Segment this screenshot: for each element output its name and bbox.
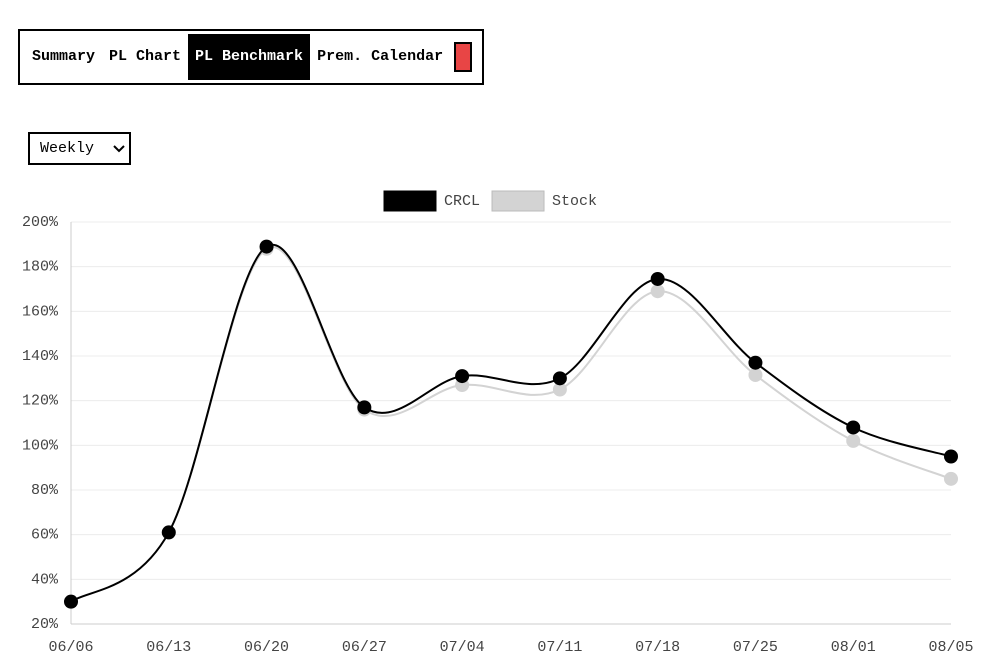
y-tick-label: 180% [22,259,59,276]
data-point [748,355,763,370]
data-point [748,367,763,382]
chevron [113,145,125,153]
y-tick-label: 100% [22,437,59,454]
legend-swatch[interactable] [491,190,545,212]
data-point [552,382,567,397]
x-tick-label: 08/01 [831,639,876,656]
x-tick-label: 07/11 [537,639,582,656]
x-tick-label: 06/27 [342,639,387,656]
x-tick-label: 07/25 [733,639,778,656]
close-button[interactable] [454,42,473,72]
tab[interactable]: Summary [32,48,96,65]
y-tick-label: 80% [31,482,59,499]
legend-label[interactable]: CRCL [444,193,480,210]
series-line [70,246,952,603]
series-line [70,243,952,603]
y-tick-label: 40% [31,571,59,588]
data-point [161,525,176,540]
y-tick-label: 200% [22,214,59,231]
x-tick-label: 06/20 [244,639,289,656]
data-point [64,594,78,609]
tab[interactable]: PL Benchmark [188,34,311,80]
y-tick-label: 120% [22,393,59,410]
legend-swatch[interactable] [383,190,437,212]
chart: 20% 40% 60% 80% 100% 120% 140% 160% 180% 200% 06/0… [22,190,974,656]
period-select[interactable]: Weekly [28,132,131,165]
data-point [552,371,567,386]
data-point [846,433,861,448]
data-point [650,271,665,286]
data-point [455,369,470,384]
data-point [944,471,958,486]
select-value: Weekly [40,140,95,157]
x-tick-label: 06/13 [146,639,191,656]
y-tick-label: 160% [22,303,59,320]
x-tick-label: 07/18 [635,639,680,656]
tab[interactable]: Prem. Calendar [317,48,444,65]
x-tick-label: 06/06 [48,639,93,656]
data-point [357,400,372,415]
legend-label[interactable]: Stock [552,193,597,210]
data-point [846,420,861,435]
y-tick-label: 20% [31,616,59,633]
data-point [650,284,665,299]
data-point [944,449,958,464]
tab-bar: Summary PL Chart PL Benchmark Prem. Calenda… [18,29,484,85]
data-point [259,239,274,254]
tab[interactable]: PL Chart [109,48,182,65]
y-tick-label: 140% [22,348,59,365]
y-tick-label: 60% [31,527,59,544]
x-tick-label: 08/05 [928,639,973,656]
x-tick-label: 07/04 [440,639,485,656]
